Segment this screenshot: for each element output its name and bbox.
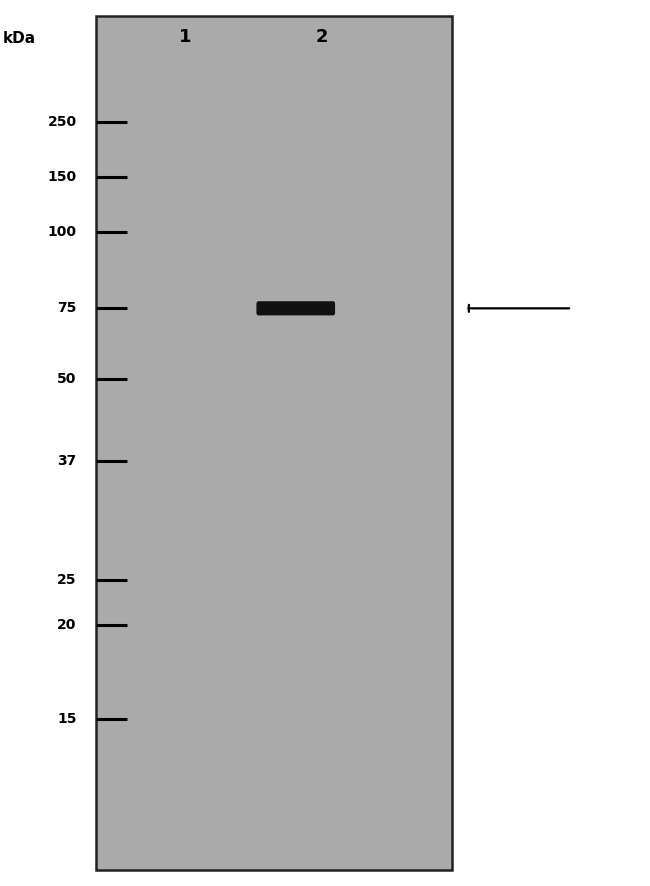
FancyBboxPatch shape <box>256 301 335 315</box>
Text: 250: 250 <box>47 115 77 129</box>
Text: 150: 150 <box>47 170 77 184</box>
Text: 25: 25 <box>57 573 77 587</box>
Bar <box>96 16 452 870</box>
Text: kDa: kDa <box>3 31 36 46</box>
Text: 37: 37 <box>57 454 77 468</box>
Text: 20: 20 <box>57 618 77 632</box>
Text: 50: 50 <box>57 372 77 386</box>
Text: 1: 1 <box>179 28 192 46</box>
Text: 2: 2 <box>315 28 328 46</box>
Text: 15: 15 <box>57 712 77 727</box>
Text: 75: 75 <box>57 301 77 315</box>
Text: 100: 100 <box>47 225 77 239</box>
